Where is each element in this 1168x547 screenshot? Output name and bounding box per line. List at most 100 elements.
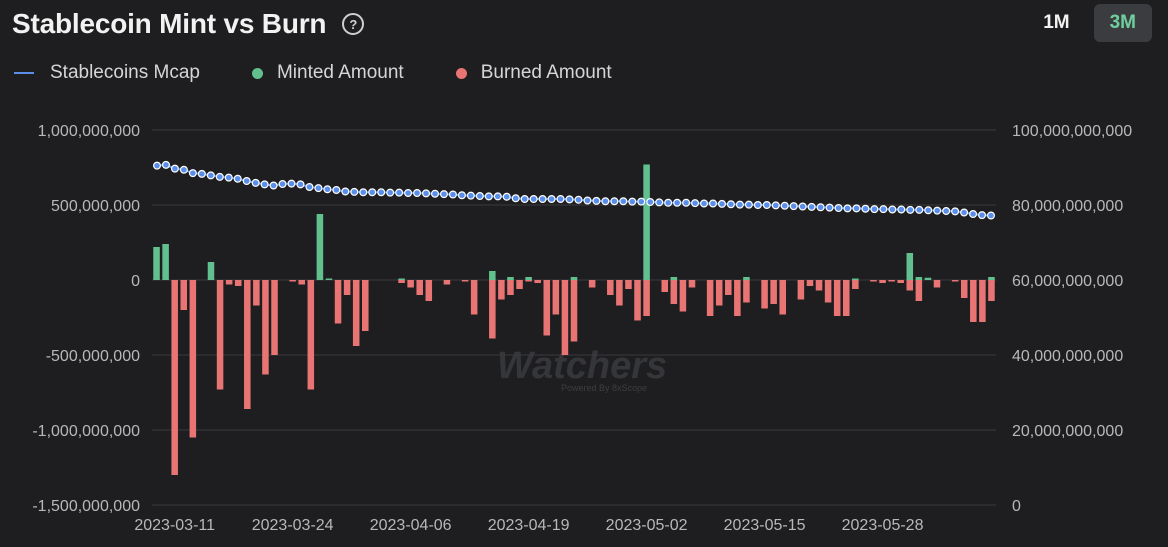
- mcap-point: [511, 194, 520, 203]
- burned-bar: [461, 280, 469, 282]
- mcap-point: [439, 190, 448, 199]
- mcap-point: [807, 202, 816, 211]
- burned-bar: [607, 280, 614, 295]
- mcap-point: [251, 178, 260, 187]
- mcap-point: [305, 183, 314, 192]
- burned-bar: [897, 280, 904, 283]
- mcap-point: [879, 205, 888, 214]
- x-tick-label: 2023-04-19: [488, 517, 570, 534]
- mcap-point: [583, 196, 592, 205]
- mcap-point: [215, 172, 224, 181]
- mcap-point: [368, 188, 377, 197]
- burned-bar: [352, 280, 360, 346]
- mcap-point: [906, 205, 915, 214]
- y-right-tick-label: 20,000,000,000: [1012, 423, 1123, 440]
- burned-bar: [271, 280, 278, 355]
- mcap-point: [457, 191, 466, 200]
- mcap-point: [789, 202, 798, 211]
- burned-bar: [815, 280, 823, 291]
- burned-bar: [770, 280, 777, 304]
- burned-bar: [561, 280, 569, 355]
- burned-bar: [298, 280, 306, 285]
- burned-bar: [970, 280, 977, 322]
- mcap-point: [969, 210, 978, 219]
- burned-bar: [915, 280, 923, 301]
- minted-bar: [915, 277, 923, 280]
- mcap-point: [834, 204, 843, 213]
- range-1m-button[interactable]: 1M: [1043, 12, 1070, 33]
- burned-bar: [933, 280, 941, 288]
- mcap-point: [691, 199, 700, 208]
- burned-bar: [534, 280, 541, 283]
- mcap-point: [708, 199, 717, 208]
- mcap-point: [529, 195, 538, 204]
- burned-bar: [507, 280, 514, 295]
- burned-bar: [171, 280, 178, 475]
- minted-bar: [643, 164, 650, 280]
- mcap-point: [179, 165, 188, 174]
- burned-bar: [498, 280, 505, 300]
- mcap-point: [395, 188, 404, 197]
- x-tick-label: 2023-05-28: [842, 517, 924, 534]
- minted-bar: [988, 277, 995, 280]
- mcap-point: [502, 192, 511, 201]
- burned-bar: [951, 280, 959, 282]
- mcap-point: [170, 164, 179, 173]
- mcap-point: [466, 191, 475, 200]
- x-tick-label: 2023-05-02: [606, 517, 688, 534]
- burned-bar: [180, 280, 188, 310]
- mcap-point: [278, 180, 287, 189]
- legend-item-mcap[interactable]: Stablecoins Mcap: [14, 62, 200, 84]
- mcap-point: [664, 198, 673, 207]
- watermark-text: Watchers: [497, 345, 667, 387]
- range-selector: 1M 3M: [1019, 4, 1152, 42]
- burned-bar: [552, 280, 560, 315]
- minted-bar: [525, 277, 532, 280]
- burned-bar: [588, 280, 596, 288]
- range-3m-button[interactable]: 3M: [1093, 4, 1152, 42]
- legend-item-minted[interactable]: Minted Amount: [251, 62, 404, 84]
- mcap-point: [986, 211, 995, 220]
- legend-item-burned[interactable]: Burned Amount: [455, 62, 612, 84]
- burned-bar: [743, 280, 750, 303]
- mcap-point: [852, 204, 861, 213]
- legend-label: Burned Amount: [480, 62, 612, 83]
- minted-bar: [743, 277, 750, 280]
- question-circle-icon[interactable]: ?: [342, 13, 365, 35]
- burned-bar: [225, 280, 233, 285]
- burned-bar: [343, 280, 351, 295]
- burned-bar: [643, 280, 650, 316]
- burned-bar: [307, 280, 315, 390]
- minted-bar: [325, 278, 333, 280]
- mcap-point: [431, 189, 440, 198]
- burned-bar: [715, 280, 723, 306]
- mcap-point: [960, 208, 969, 217]
- mcap-point: [565, 195, 574, 204]
- mcap-point: [224, 173, 233, 182]
- mcap-point: [619, 197, 628, 206]
- minted-bar: [316, 214, 324, 280]
- mcap-point: [413, 189, 422, 198]
- burned-bar: [570, 280, 578, 342]
- mcap-point: [242, 177, 251, 186]
- burned-bar: [842, 280, 850, 316]
- mcap-point: [323, 185, 332, 194]
- burned-bar: [824, 280, 832, 303]
- mcap-point: [843, 204, 852, 213]
- mcap-point: [915, 205, 924, 214]
- x-tick-label: 2023-04-06: [370, 517, 452, 534]
- burned-bar: [634, 280, 641, 321]
- mcap-point: [197, 169, 206, 178]
- mcap-point: [610, 197, 619, 206]
- mcap-point: [475, 192, 484, 201]
- mcap-point: [233, 174, 242, 183]
- burned-bar: [960, 280, 968, 298]
- mcap-point: [816, 203, 825, 212]
- mcap-point: [269, 181, 278, 190]
- mcap-point: [771, 201, 780, 210]
- burned-bar: [244, 280, 251, 409]
- mcap-point: [314, 184, 323, 193]
- mcap-point: [350, 187, 359, 196]
- mcap-point: [547, 195, 556, 204]
